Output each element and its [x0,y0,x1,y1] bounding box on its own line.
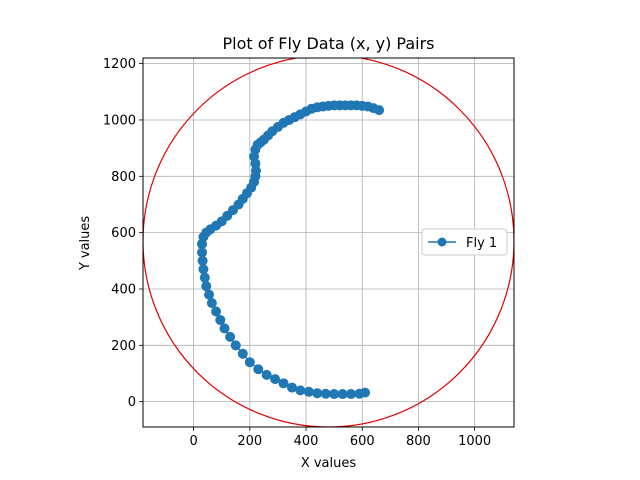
data-point [320,388,331,399]
data-point [329,389,340,400]
data-point [230,340,241,351]
x-tick-label: 800 [406,434,431,449]
data-point [295,385,306,396]
data-point [219,323,230,334]
data-point [197,238,208,249]
data-point [345,389,356,400]
x-tick-label: 0 [189,434,197,449]
data-point [286,382,297,393]
data-point [225,331,236,342]
y-tick-label: 400 [111,282,136,297]
data-point [337,389,348,400]
data-point [215,314,226,325]
series-layer [197,100,385,400]
x-tick-label: 200 [237,434,262,449]
x-tick-label: 400 [294,434,319,449]
x-axis-ticks: 0 200 400 600 800 1000 [189,427,491,449]
data-point [261,369,272,380]
chart-title: Plot of Fly Data (x, y) Pairs [222,34,434,53]
data-point [206,298,217,309]
y-tick-label: 1000 [103,113,136,128]
x-axis-label: X values [301,456,357,471]
legend-marker-fly-1 [437,237,447,247]
data-point [303,386,314,397]
y-tick-label: 800 [111,170,136,185]
y-tick-label: 1200 [103,57,136,72]
legend-label-fly-1: Fly 1 [466,236,497,251]
data-point [197,247,208,258]
data-point [204,289,215,300]
data-point [312,388,323,399]
data-point [211,306,222,317]
plot-frame [142,57,515,428]
data-point [253,364,264,375]
data-point [270,374,281,385]
data-point [360,387,371,398]
y-tick-label: 600 [111,226,136,241]
data-point [237,348,248,359]
y-tick-label: 200 [111,339,136,354]
legend: Fly 1 [421,228,508,256]
data-point [201,281,212,292]
data-point [197,255,208,266]
data-point [199,272,210,283]
data-point [198,264,209,275]
y-axis-ticks: 0 200 400 600 800 1000 1200 [103,57,143,410]
data-point [244,357,255,368]
legend-box [421,228,508,256]
x-tick-label: 600 [350,434,375,449]
data-point [278,378,289,389]
y-axis-label: Y values [78,216,93,272]
y-tick-label: 0 [128,395,136,410]
x-tick-label: 1000 [458,434,491,449]
